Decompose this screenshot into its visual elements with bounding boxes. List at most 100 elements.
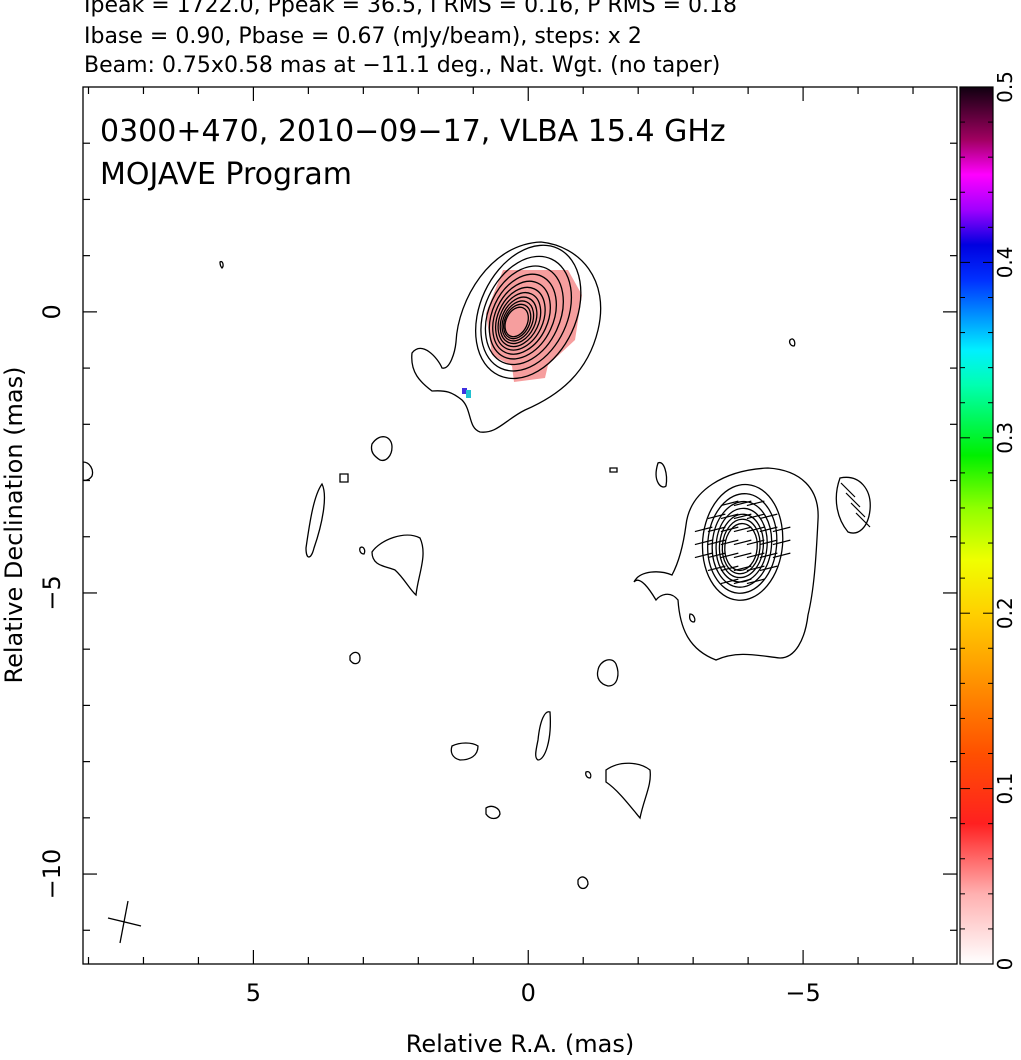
contour-level xyxy=(501,300,535,342)
colorbar-tick-label: 0 xyxy=(993,958,1017,971)
header-line-3: Beam: 0.75x0.58 mas at −11.1 deg., Nat. … xyxy=(84,53,721,78)
x-tick-label: 0 xyxy=(521,979,536,1007)
y-tick-label: −5 xyxy=(38,575,66,610)
chart-subtitle: MOJAVE Program xyxy=(100,157,352,192)
contour-level xyxy=(504,306,529,338)
evpa-tick xyxy=(733,565,752,572)
evpa-tick xyxy=(772,552,791,559)
contour-level xyxy=(492,280,551,355)
evpa-tick xyxy=(733,539,752,546)
polarization-vectors xyxy=(694,482,871,585)
contour-blob xyxy=(788,338,796,347)
contour-blob xyxy=(339,473,349,483)
contour-blob xyxy=(83,461,94,481)
evpa-tick xyxy=(733,552,752,559)
colorbar-ticks xyxy=(960,86,993,965)
y-tick-label: −10 xyxy=(38,849,66,900)
contour-blob xyxy=(596,659,619,687)
x-tick-label: 5 xyxy=(246,979,261,1007)
evpa-tick xyxy=(746,578,765,585)
colorbar-tick-labels: 0 0.1 0.2 0.3 0.4 0.5 xyxy=(993,71,1017,970)
evpa-tick xyxy=(759,513,778,520)
evpa-tick xyxy=(746,513,765,520)
core-outer-contour xyxy=(411,241,602,433)
contour-level xyxy=(707,493,778,594)
contour-blob xyxy=(585,770,592,779)
evpa-tick xyxy=(707,565,726,572)
evpa-tick xyxy=(772,539,791,546)
evpa-tick xyxy=(746,539,765,546)
outer-contours xyxy=(83,241,871,890)
axis-ticks xyxy=(83,87,957,964)
colorbar-tick-label: 0.5 xyxy=(993,71,1017,103)
contour-blob xyxy=(655,461,668,488)
contour-blob xyxy=(305,482,326,558)
contour-blob xyxy=(609,467,618,473)
evpa-tick xyxy=(772,526,791,533)
beam-marker xyxy=(107,900,142,944)
colorbar-tick-label: 0.2 xyxy=(993,597,1017,629)
evpa-tick xyxy=(720,500,739,507)
contour-blob xyxy=(219,260,224,269)
contour-blob xyxy=(485,805,501,820)
contour-blob xyxy=(370,436,393,462)
evpa-tick xyxy=(746,565,765,572)
contour-blob xyxy=(605,762,651,820)
contour-blob xyxy=(688,613,696,623)
evpa-tick xyxy=(746,526,765,533)
contour-blob xyxy=(359,546,366,555)
contour-level xyxy=(480,255,573,372)
contour-blob xyxy=(577,876,589,890)
contour-level xyxy=(499,296,538,345)
knot-outer-contour xyxy=(633,467,819,661)
x-axis-label: Relative R.A. (mas) xyxy=(406,1030,634,1058)
beam-minor-axis xyxy=(107,917,142,927)
evpa-tick xyxy=(759,552,778,559)
contour-layer xyxy=(83,241,871,944)
evpa-tick xyxy=(733,526,752,533)
evpa-tick xyxy=(845,492,861,508)
evpa-tick xyxy=(746,500,765,507)
chart-title: 0300+470, 2010−09−17, VLBA 15.4 GHz xyxy=(100,114,726,149)
evpa-tick xyxy=(720,565,739,572)
evpa-tick xyxy=(720,526,739,533)
header-line-2: Ibase = 0.90, Pbase = 0.67 (mJy/beam), s… xyxy=(84,24,642,49)
polarization-pixel xyxy=(462,388,467,394)
colorbar-tick-label: 0.3 xyxy=(993,422,1017,454)
evpa-tick xyxy=(707,513,726,520)
colorbar-tick-label: 0.4 xyxy=(993,246,1017,278)
contour-level xyxy=(711,500,773,588)
evpa-tick xyxy=(720,552,739,559)
contour-blob xyxy=(835,476,871,534)
colorbar-tick-label: 0.1 xyxy=(993,773,1017,805)
evpa-tick xyxy=(720,539,739,546)
x-tick-label: −5 xyxy=(785,979,820,1007)
evpa-tick xyxy=(855,512,871,528)
contour-level xyxy=(484,265,564,366)
evpa-tick xyxy=(720,578,739,585)
colorbar xyxy=(959,86,994,965)
evpa-tick xyxy=(707,552,726,559)
evpa-tick xyxy=(746,552,765,559)
contour-level xyxy=(497,291,542,348)
evpa-tick xyxy=(733,513,752,520)
evpa-tick xyxy=(759,565,778,572)
y-tick-labels: 0 −5 −10 xyxy=(38,304,66,899)
contour-blob xyxy=(535,711,551,761)
core-contours xyxy=(474,244,582,380)
evpa-tick xyxy=(707,539,726,546)
contour-level xyxy=(488,273,557,360)
y-axis-label: Relative Declination (mas) xyxy=(0,366,28,683)
y-tick-label: 0 xyxy=(38,304,66,319)
evpa-tick xyxy=(720,513,739,520)
contour-level xyxy=(724,522,758,572)
contour-level xyxy=(701,483,784,601)
header-line-1: Ipeak = 1722.0, Ppeak = 36.5, I RMS = 0.… xyxy=(84,0,737,18)
contour-level xyxy=(718,513,765,579)
contour-level xyxy=(474,244,582,380)
evpa-tick xyxy=(733,578,752,585)
contour-blob xyxy=(371,534,424,597)
evpa-tick xyxy=(694,526,713,533)
polarization-pixel xyxy=(466,390,471,398)
